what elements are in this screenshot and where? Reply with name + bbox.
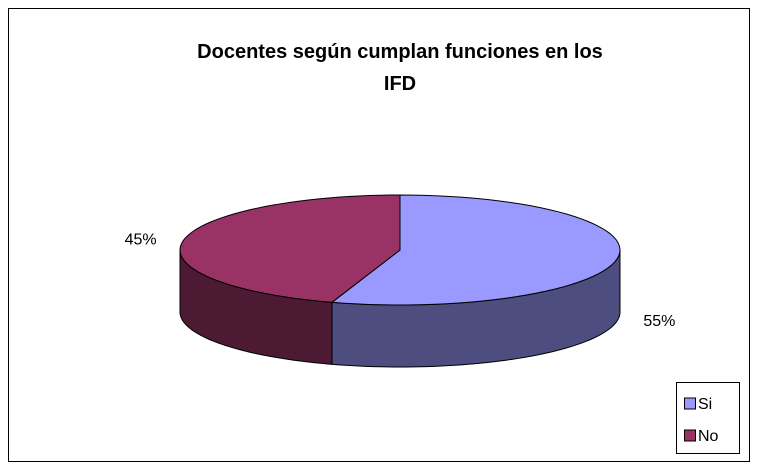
- pie-slice: [179, 194, 401, 303]
- legend-swatch: [684, 397, 696, 410]
- data-label: 45%: [125, 232, 157, 249]
- legend-label: No: [698, 428, 719, 445]
- legend-box: [676, 382, 740, 454]
- pie-slice: [330, 194, 621, 306]
- data-label: 55%: [643, 313, 675, 330]
- legend-label: Si: [698, 396, 712, 413]
- legend-swatch: [684, 429, 696, 442]
- chart-title: Docentes según cumplan funciones en los …: [197, 41, 603, 95]
